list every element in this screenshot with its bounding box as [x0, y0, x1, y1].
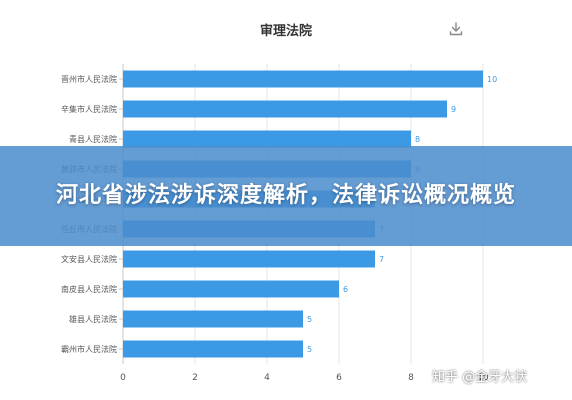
x-tick-label: 8 — [408, 373, 414, 383]
banner-headline: 河北省涉法涉诉深度解析，法律诉讼概况概览 — [55, 183, 516, 208]
bar — [123, 70, 483, 88]
download-icon[interactable] — [448, 21, 464, 37]
category-label: 文安县人民法院 — [61, 254, 117, 264]
data-label: 5 — [307, 345, 312, 354]
watermark: 知乎 @金牙大状 — [432, 370, 528, 385]
bar — [123, 310, 303, 328]
data-label: 5 — [307, 315, 312, 324]
x-tick-label: 0 — [120, 373, 126, 383]
x-tick-label: 4 — [264, 373, 270, 383]
bar — [123, 130, 411, 148]
data-label: 9 — [451, 105, 456, 114]
category-label: 青县人民法院 — [69, 134, 117, 144]
category-label: 霸州市人民法院 — [61, 344, 117, 354]
data-label: 6 — [343, 285, 348, 294]
data-label: 8 — [415, 135, 420, 144]
category-label: 雄县人民法院 — [69, 314, 117, 324]
bar — [123, 280, 339, 298]
data-label: 10 — [487, 75, 497, 84]
x-tick-label: 10 — [477, 373, 489, 383]
chart-title: 审理法院 — [259, 24, 312, 39]
category-label: 南皮县人民法院 — [61, 284, 117, 294]
category-label: 辛集市人民法院 — [61, 104, 117, 114]
x-tick-label: 6 — [336, 373, 342, 383]
bar — [123, 250, 375, 268]
x-tick-label: 2 — [192, 373, 198, 383]
category-label: 晋州市人民法院 — [61, 74, 117, 84]
data-label: 7 — [379, 255, 384, 264]
headline-banner: 河北省涉法涉诉深度解析，法律诉讼概况概览 — [0, 146, 572, 246]
bar — [123, 100, 447, 118]
bar — [123, 340, 303, 358]
